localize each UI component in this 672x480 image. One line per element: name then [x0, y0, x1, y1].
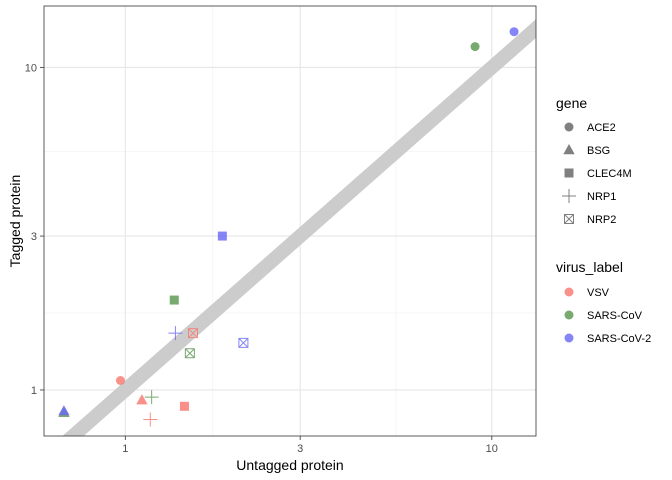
legend-title-gene: gene [556, 95, 587, 111]
y-tick-label: 10 [25, 62, 37, 74]
point-nrp2-sars-cov [184, 348, 195, 359]
point-clec4m-sars-cov-2 [217, 231, 227, 241]
legend-key-vsv [564, 287, 574, 297]
point-nrp2-sars-cov-2 [238, 337, 249, 348]
legend-label-ace2: ACE2 [587, 122, 616, 134]
legend-key-nrp1 [562, 189, 576, 203]
panel-border [43, 5, 537, 437]
plot-panel [43, 5, 537, 437]
legend-key-ace2 [564, 122, 574, 132]
legend-key-sars-cov-2 [564, 333, 574, 343]
x-axis-title: Untagged protein [236, 457, 343, 473]
legend-key-nrp2 [564, 214, 574, 224]
x-tick-label: 3 [297, 443, 303, 455]
legend-label-sars-cov: SARS-CoV [587, 310, 643, 322]
x-tick-label: 10 [486, 443, 498, 455]
point-nrp1-vsv [143, 412, 158, 427]
x-tick-label: 1 [122, 443, 128, 455]
y-tick-label: 3 [31, 231, 37, 243]
panel-background [44, 6, 536, 436]
point-nrp1-sars-cov-2 [168, 326, 183, 341]
legend-label-nrp2: NRP2 [587, 214, 616, 226]
legend-title-virus-label: virus_label [556, 259, 623, 275]
point-bsg-vsv [136, 394, 148, 405]
points-layer [58, 27, 519, 427]
legend-label-vsv: VSV [587, 287, 610, 299]
legend-label-nrp1: NRP1 [587, 191, 616, 203]
point-bsg-sars-cov-2 [58, 405, 70, 416]
y-tick-label: 1 [31, 385, 37, 397]
reference-line [62, 19, 536, 436]
axes: 1 3 10 1 3 10 [25, 62, 498, 455]
point-ace2-sars-cov-2 [509, 27, 519, 37]
point-ace2-sars-cov [470, 42, 480, 52]
legend-key-sars-cov [564, 310, 574, 320]
legend-label-bsg: BSG [587, 145, 610, 157]
legend-key-bsg [563, 144, 575, 155]
legend-label-sars-cov-2: SARS-CoV-2 [587, 333, 651, 345]
legend-label-clec4m: CLEC4M [587, 168, 632, 180]
y-axis-title: Tagged protein [7, 175, 23, 268]
point-clec4m-sars-cov [169, 295, 179, 305]
legend-key-clec4m [564, 168, 574, 178]
point-clec4m-vsv [179, 401, 189, 411]
point-ace2-vsv [115, 375, 125, 385]
point-nrp1-sars-cov [144, 390, 159, 405]
point-nrp2-vsv [187, 328, 198, 339]
